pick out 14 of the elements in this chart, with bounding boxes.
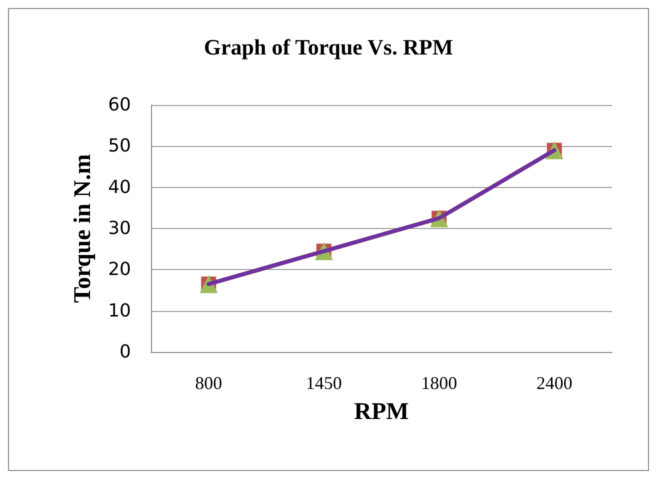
y-axis-title: Torque in N.m bbox=[70, 154, 96, 303]
y-tick-label: 30 bbox=[108, 218, 131, 239]
y-tick-label: 50 bbox=[108, 136, 131, 157]
y-tick-label: 0 bbox=[120, 342, 131, 362]
y-tick-label: 60 bbox=[108, 94, 131, 116]
x-tick-label: 800 bbox=[195, 373, 222, 393]
x-tick-label: 1800 bbox=[421, 373, 458, 393]
y-tick-label: 10 bbox=[108, 300, 131, 322]
x-tick-label: 2400 bbox=[536, 373, 572, 393]
chart-title: Graph of Torque Vs. RPM bbox=[204, 34, 454, 60]
x-axis-title: RPM bbox=[354, 399, 409, 425]
y-tick-label: 40 bbox=[108, 176, 131, 198]
x-tick-label: 1450 bbox=[306, 373, 342, 393]
y-tick-label: 20 bbox=[108, 259, 131, 280]
